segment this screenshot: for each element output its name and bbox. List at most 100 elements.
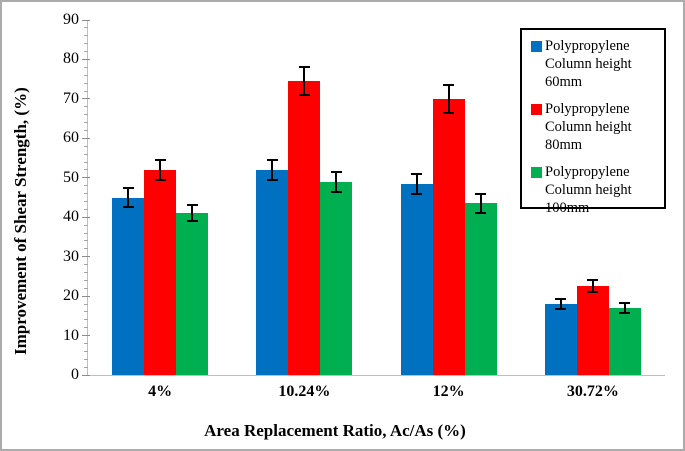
y-tick-label: 60 xyxy=(63,129,79,147)
y-minor-tick xyxy=(84,271,88,273)
error-bar xyxy=(479,193,482,214)
y-tick-label: 30 xyxy=(63,247,79,265)
bar xyxy=(464,203,497,375)
y-minor-tick xyxy=(84,185,88,187)
bar xyxy=(400,183,433,375)
error-bar xyxy=(191,205,194,222)
error-bar-cap-top xyxy=(587,279,599,282)
y-minor-tick xyxy=(84,90,88,92)
y-minor-tick xyxy=(84,161,88,163)
legend-swatch xyxy=(531,167,542,178)
y-major-tick xyxy=(82,58,90,60)
error-bar xyxy=(623,303,626,313)
y-minor-tick xyxy=(84,129,88,131)
y-minor-tick xyxy=(84,74,88,76)
error-bar-cap-bottom xyxy=(298,93,310,96)
error-bar-cap-bottom xyxy=(587,291,599,294)
bar xyxy=(176,213,209,375)
x-category-label: 10.24% xyxy=(278,383,331,400)
plot-area: 0 10 20 30 40 50 60 70 80 90 4% 10.24% 12% 30.72% xyxy=(63,12,665,400)
bar xyxy=(144,169,177,375)
x-category-label: 30.72% xyxy=(566,383,619,400)
legend-entry: Polypropylene Column height 80mm xyxy=(531,100,658,154)
y-minor-tick xyxy=(84,114,88,116)
legend-swatch xyxy=(531,104,542,115)
y-major-tick xyxy=(82,137,90,139)
error-bar-cap-bottom xyxy=(122,206,134,209)
y-minor-tick xyxy=(84,279,88,281)
y-minor-tick xyxy=(84,51,88,53)
error-bar-cap-top xyxy=(186,204,198,207)
bar xyxy=(608,307,641,375)
error-bar-cap-bottom xyxy=(411,192,423,195)
y-tick-label: 70 xyxy=(63,89,79,107)
error-bar-cap-bottom xyxy=(619,311,631,314)
error-bar-cap-bottom xyxy=(555,307,567,310)
y-major-tick xyxy=(82,98,90,100)
error-bar xyxy=(303,67,306,95)
legend-label: Polypropylene Column height 100mm xyxy=(545,164,632,216)
error-bar-cap-top xyxy=(266,159,278,162)
y-major-tick xyxy=(82,295,90,297)
bar xyxy=(544,304,577,375)
y-major-tick xyxy=(82,216,90,218)
y-minor-tick xyxy=(84,240,88,242)
y-minor-tick xyxy=(84,66,88,68)
error-bar-cap-top xyxy=(298,66,310,69)
y-minor-tick xyxy=(84,145,88,147)
y-minor-tick xyxy=(84,106,88,108)
error-bar xyxy=(559,299,562,309)
error-bar-cap-top xyxy=(555,298,567,301)
y-minor-tick xyxy=(84,224,88,226)
y-tick-label: 20 xyxy=(63,287,79,305)
y-minor-tick xyxy=(84,358,88,360)
error-bar-cap-bottom xyxy=(186,220,198,223)
y-major-tick xyxy=(82,256,90,258)
error-bar xyxy=(335,171,338,192)
y-minor-tick xyxy=(84,35,88,37)
y-minor-tick xyxy=(84,248,88,250)
legend-swatch xyxy=(531,41,542,52)
y-minor-tick xyxy=(84,311,88,313)
error-bar xyxy=(415,173,418,194)
x-axis-title: Area Replacement Ratio, Ac/As (%) xyxy=(204,421,466,440)
error-bar-cap-bottom xyxy=(475,212,487,215)
bar xyxy=(288,81,321,375)
error-bar-cap-top xyxy=(154,159,166,162)
legend-entry: Polypropylene Column height 100mm xyxy=(531,163,658,217)
y-minor-tick xyxy=(84,193,88,195)
bar xyxy=(112,197,145,375)
y-minor-tick xyxy=(84,319,88,321)
legend-entry: Polypropylene Column height 60mm xyxy=(531,37,658,91)
error-bar-cap-top xyxy=(330,170,342,173)
bar xyxy=(256,169,289,375)
y-minor-tick xyxy=(84,43,88,45)
error-bar xyxy=(447,85,450,113)
error-bar xyxy=(591,280,594,293)
error-bar-cap-top xyxy=(411,172,423,175)
y-axis-title: Improvement of Shear Strength, (%) xyxy=(11,87,30,356)
y-major-tick xyxy=(82,335,90,337)
y-minor-tick xyxy=(84,200,88,202)
y-minor-tick xyxy=(84,82,88,84)
y-minor-tick xyxy=(84,232,88,234)
bar xyxy=(432,98,465,375)
error-bar-cap-bottom xyxy=(154,178,166,181)
x-category-label: 12% xyxy=(432,383,465,400)
legend-label: Polypropylene Column height 80mm xyxy=(545,101,632,153)
y-tick-label: 50 xyxy=(63,168,79,186)
y-minor-tick xyxy=(84,208,88,210)
y-minor-tick xyxy=(84,327,88,329)
y-minor-tick xyxy=(84,342,88,344)
y-tick-label: 40 xyxy=(63,208,79,226)
error-bar-cap-top xyxy=(475,192,487,195)
error-bar-cap-top xyxy=(122,186,134,189)
y-major-tick xyxy=(82,177,90,179)
error-bar-cap-bottom xyxy=(443,111,455,114)
error-bar xyxy=(127,187,130,208)
bar xyxy=(320,181,353,375)
y-minor-tick xyxy=(84,122,88,124)
y-tick-label: 90 xyxy=(63,11,79,28)
y-minor-tick xyxy=(84,287,88,289)
bar xyxy=(576,286,609,375)
